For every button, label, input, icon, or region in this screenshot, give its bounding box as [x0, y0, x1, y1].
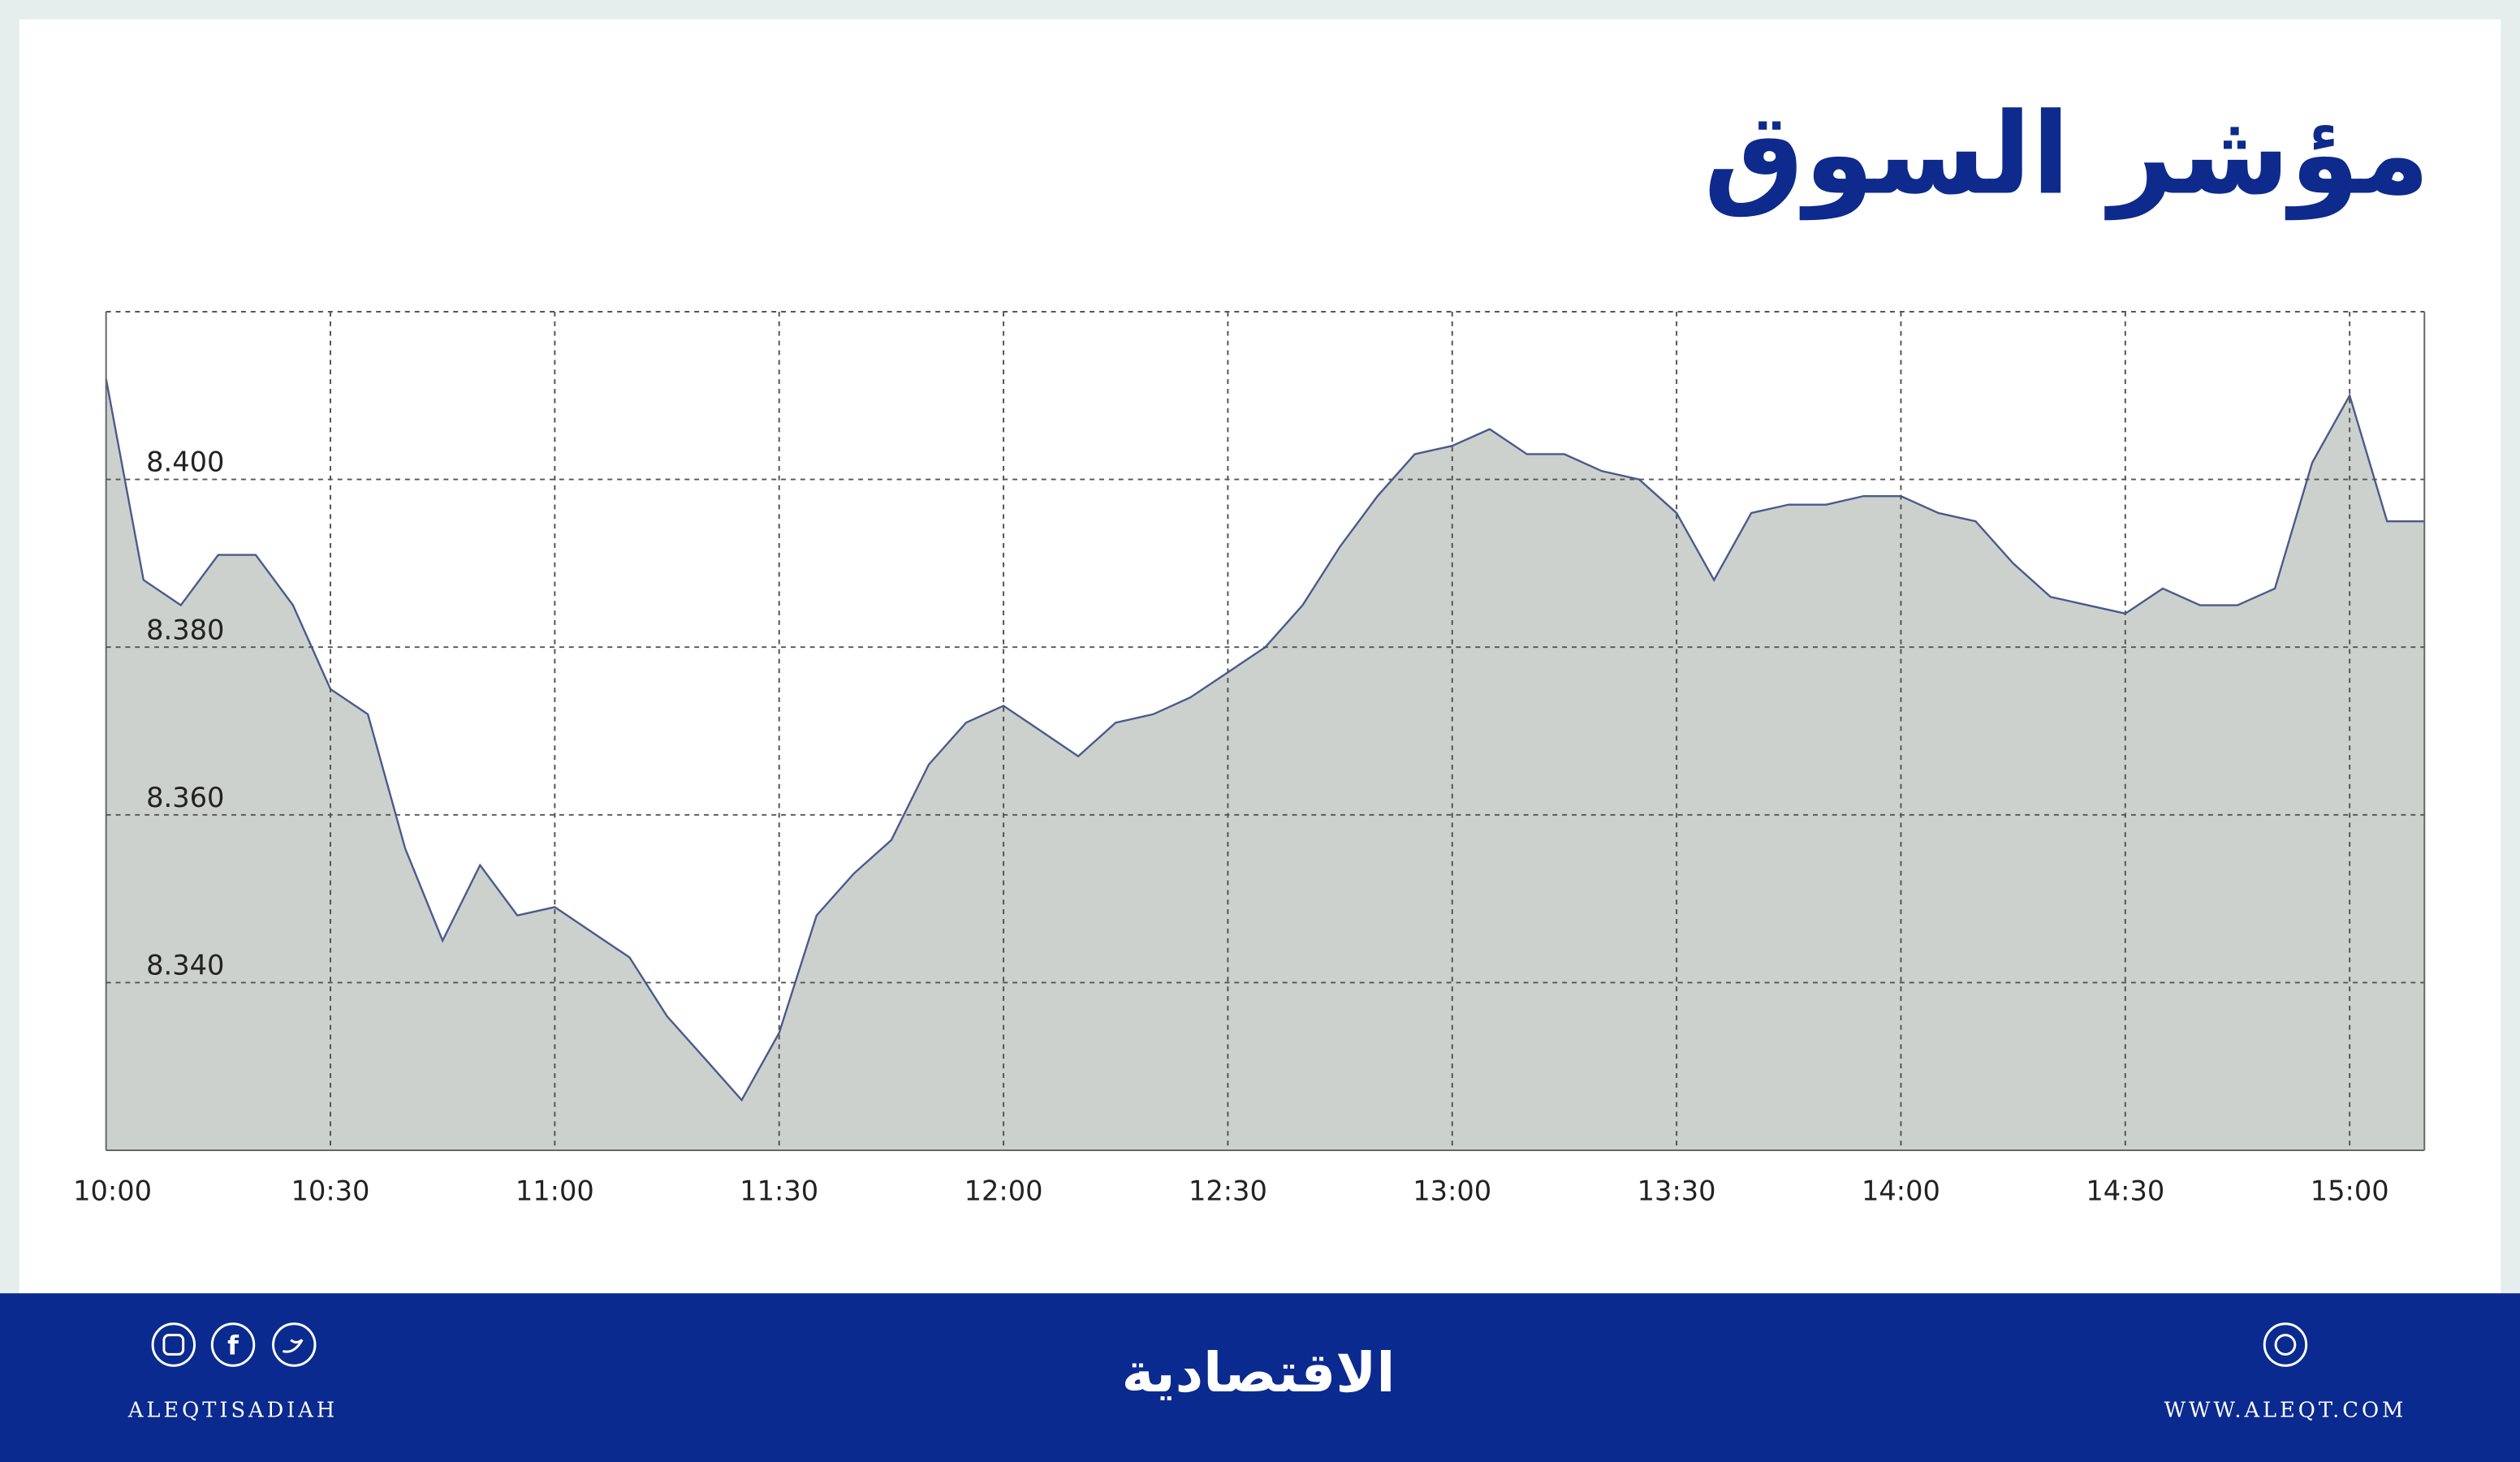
instagram-icon — [151, 1322, 196, 1367]
chart-title: مؤشر السوق — [1703, 88, 2430, 221]
social-icons: f — [151, 1322, 2308, 1367]
twitter-glyph — [283, 1339, 304, 1353]
x-tick-label: 12:30 — [1189, 1175, 1267, 1206]
y-tick-label: 8.360 — [146, 782, 224, 813]
area — [106, 378, 2425, 1151]
twitter-icon — [272, 1322, 317, 1367]
y-tick-label: 8.400 — [146, 446, 224, 478]
footer-handle: ALEQTISADIAH — [127, 1399, 338, 1423]
footer-website: WWW.ALEQT.COM — [2164, 1399, 2407, 1423]
x-tick-label: 14:30 — [2086, 1175, 2164, 1206]
x-tick-label: 11:00 — [516, 1175, 594, 1206]
x-tick-label: 10:00 — [73, 1175, 152, 1206]
web-glyph — [2274, 1334, 2297, 1356]
x-tick-label: 15:00 — [2311, 1175, 2389, 1206]
web-icon — [2263, 1322, 2308, 1367]
footer-brand: الاقتصادية — [1122, 1341, 1396, 1404]
x-tick-label: 13:30 — [1638, 1175, 1716, 1206]
y-tick-label: 8.340 — [146, 950, 224, 981]
facebook-glyph: f — [227, 1331, 239, 1361]
y-tick-label: 8.380 — [146, 614, 224, 645]
x-tick-label: 11:30 — [740, 1175, 818, 1206]
footer-band — [0, 1293, 2520, 1462]
x-tick-label: 12:00 — [964, 1175, 1043, 1206]
facebook-icon — [210, 1322, 256, 1367]
x-tick-label: 13:00 — [1413, 1175, 1491, 1206]
instagram-glyph — [162, 1334, 185, 1356]
x-tick-label: 10:30 — [291, 1175, 370, 1206]
x-tick-label: 14:00 — [1862, 1175, 1940, 1206]
plot: 8.340 8.360 8.380 8.400 10:00 10:30 11:00 11:30… — [73, 310, 2426, 1206]
